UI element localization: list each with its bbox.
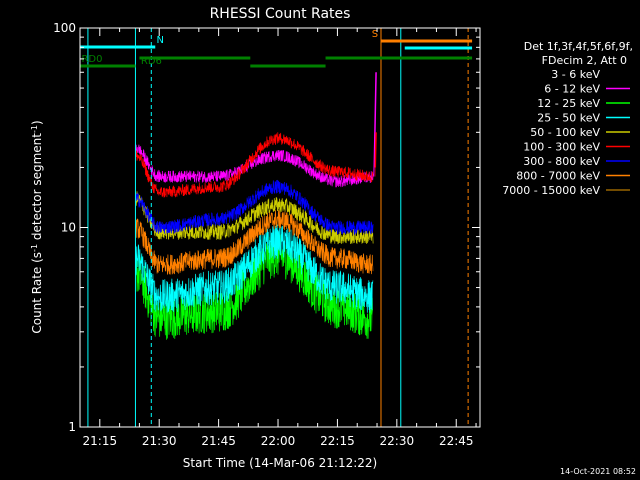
legend-entry-label: 6 - 12 keV [544, 83, 600, 96]
x-tick-label: 21:30 [142, 434, 177, 448]
legend-entry-label: 800 - 7000 keV [516, 170, 600, 183]
series-6-12-kev-rise [373, 72, 377, 177]
legend-header-line1: Det 1f,3f,4f,5f,6f,9f, [524, 40, 633, 53]
x-tick-label: 21:45 [201, 434, 236, 448]
x-tick-label: 22:15 [320, 434, 355, 448]
series-25-50-kev [135, 224, 374, 313]
chart-title: RHESSI Count Rates [210, 6, 351, 22]
series-6-12-kev [135, 142, 374, 188]
x-tick-label: 22:00 [261, 434, 296, 448]
x-tick-label: 22:45 [439, 434, 474, 448]
plot-area: N RD0 RD6 S [80, 28, 473, 427]
y-tick-label: 100 [53, 21, 76, 35]
flag-label: RD6 [141, 56, 162, 67]
legend-entry-label: 3 - 6 keV [551, 68, 600, 81]
series-50-100-kev [135, 191, 374, 245]
series-3-6-kev-rise [372, 167, 376, 332]
legend-entry-label: 7000 - 15000 keV [502, 184, 600, 197]
y-axis-label: Count Rate (s-1 detector segment-1) [30, 120, 44, 333]
series-300-800-kev [135, 179, 374, 236]
legend-entry-label: 100 - 300 keV [523, 141, 600, 154]
series-800-7000-kev [135, 208, 374, 275]
timestamp: 14-Oct-2021 08:52 [560, 467, 636, 476]
series-100-300-kev [135, 132, 374, 198]
y-tick-label: 10 [61, 221, 76, 235]
legend-entry-label: 300 - 800 keV [523, 155, 600, 168]
legend: Det 1f,3f,4f,5f,6f,9f, FDecim 2, Att 0 3… [502, 40, 633, 197]
x-tick-label: 21:15 [83, 434, 118, 448]
legend-entry-label: 12 - 25 keV [537, 97, 600, 110]
flag-label: N [157, 35, 164, 46]
x-tick-label: 22:30 [380, 434, 415, 448]
axes: 21:15 21:30 21:45 22:00 22:15 22:30 22:45 1 10 10… [53, 21, 480, 448]
y-tick-label: 1 [68, 420, 76, 434]
legend-entry-label: 25 - 50 keV [537, 112, 600, 125]
flag-label: RD0 [81, 54, 102, 65]
legend-header-line2: FDecim 2, Att 0 [542, 54, 627, 67]
legend-entry-label: 50 - 100 keV [530, 126, 600, 139]
x-axis-label: Start Time (14-Mar-06 21:12:22) [183, 456, 377, 470]
flag-label: S [372, 29, 378, 40]
